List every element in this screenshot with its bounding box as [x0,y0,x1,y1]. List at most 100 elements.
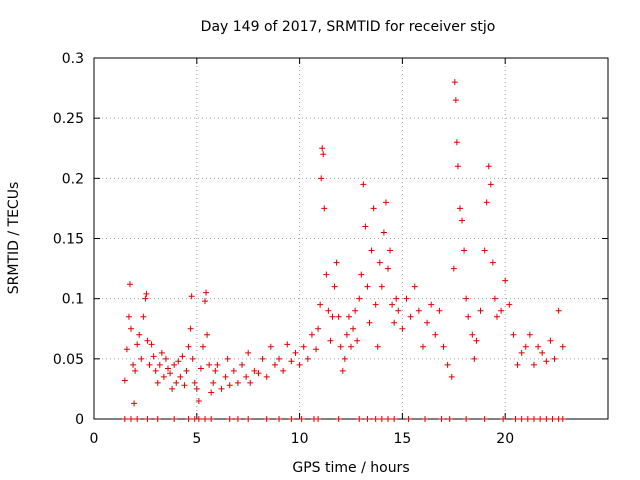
data-point [243,373,250,380]
data-point [378,416,385,422]
data-point [144,416,151,422]
y-tick-label: 0.05 [53,352,84,368]
y-tick-labels: 0 0.05 0.1 0.15 0.2 0.25 0.3 [53,51,84,428]
data-point [148,341,155,348]
data-point [167,370,174,377]
data-point [446,416,453,422]
data-point [189,355,196,362]
data-point [169,385,176,392]
data-point [453,139,460,146]
data-point [514,361,521,368]
data-point [372,301,379,308]
data-point [543,358,550,365]
data-point [234,379,241,386]
data-point [424,319,431,326]
data-point [432,331,439,338]
data-point [321,205,328,212]
data-point [352,307,359,314]
data-point [419,343,426,350]
data-point [549,416,556,422]
data-point [300,343,307,350]
y-tick-label: 0.1 [62,292,84,308]
data-point [366,319,373,326]
data-point [512,416,519,422]
data-point [150,353,157,360]
data-point [319,145,326,152]
data-point [131,400,138,407]
data-point [315,416,322,422]
data-point [459,217,466,224]
data-point [199,343,206,350]
data-point [288,416,295,422]
data-point [372,416,379,422]
data-point [154,379,161,386]
x-tick-label: 20 [496,431,514,447]
data-point [144,337,151,344]
data-point [506,301,513,308]
data-point [530,416,537,422]
data-point [335,416,342,422]
data-point [193,385,200,392]
data-point [454,163,461,170]
data-point [348,343,354,350]
data-point [364,416,371,422]
data-point [444,361,451,368]
data-point [510,331,517,338]
data-point [461,247,468,254]
data-point [271,361,278,368]
data-point [226,382,233,389]
x-tick-labels: 0 5 10 15 20 [90,431,515,447]
x-tick-label: 15 [393,431,411,447]
data-point [177,373,184,380]
data-point [224,355,231,362]
data-point [354,337,361,344]
data-point [385,265,392,272]
data-point [284,341,291,348]
data-point [500,416,507,422]
data-point [522,343,529,350]
data-point [539,349,546,356]
data-point [391,319,398,326]
data-point [335,313,342,320]
data-point [387,247,394,254]
data-point [121,377,128,384]
data-point [518,416,525,422]
data-point [304,355,311,362]
data-point [121,416,128,422]
data-point [206,361,213,368]
data-point [179,353,186,360]
data-point [452,97,459,104]
data-point [202,298,209,305]
data-point [428,301,435,308]
data-point [559,343,566,350]
data-point [218,385,225,392]
data-point [389,301,396,308]
data-point [339,367,346,374]
data-point [535,343,542,350]
data-point [559,416,566,422]
data-point [152,367,159,374]
y-tick-label: 0.25 [53,111,84,127]
data-point [181,382,188,389]
data-point [263,373,270,380]
y-tick-label: 0 [75,412,84,428]
data-point [411,283,418,290]
data-point [292,349,299,356]
data-point [296,361,303,368]
data-point [465,313,472,320]
data-point [341,355,348,362]
data-point [356,295,363,302]
data-point [298,416,305,422]
data-point [489,259,496,266]
data-point [125,313,132,320]
data-point [154,416,161,422]
data-point [276,416,283,422]
data-point [136,331,143,338]
data-point [518,349,525,356]
data-point [391,416,398,422]
data-point [526,331,533,338]
data-point [280,367,287,374]
data-point [356,416,363,422]
data-point [364,283,371,290]
data-point [456,205,463,212]
